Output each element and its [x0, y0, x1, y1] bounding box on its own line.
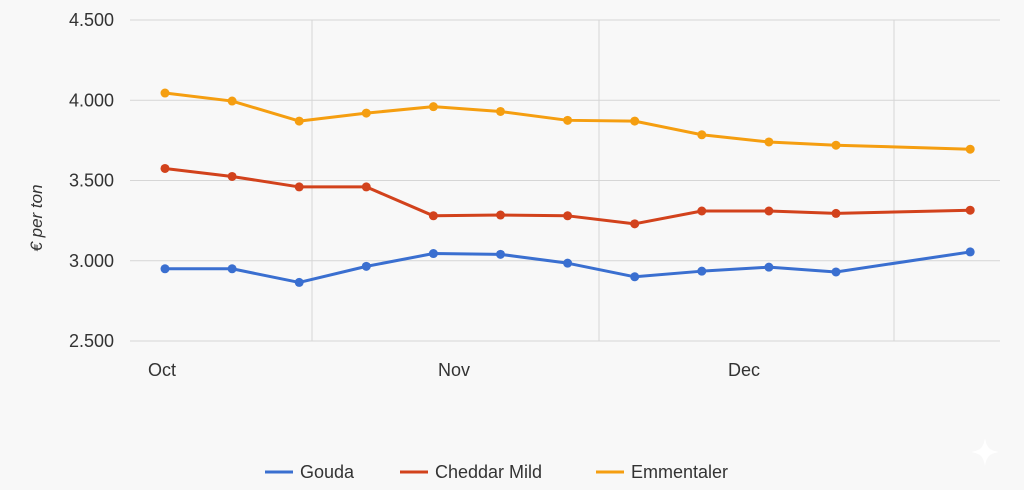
- data-point: [697, 266, 707, 276]
- legend: Gouda Cheddar Mild Emmentaler: [265, 462, 728, 482]
- x-tick-label: Dec: [728, 360, 760, 380]
- data-point: [361, 261, 371, 271]
- y-tick-label: 4.000: [69, 90, 114, 110]
- data-point: [160, 88, 170, 98]
- data-point: [764, 137, 774, 147]
- data-point: [294, 182, 304, 192]
- legend-item-cheddar-mild: Cheddar Mild: [400, 462, 542, 482]
- series-line: [163, 91, 972, 151]
- series-layer: [160, 88, 975, 287]
- y-tick-label: 2.500: [69, 331, 114, 351]
- data-point: [831, 208, 841, 218]
- legend-item-gouda: Gouda: [265, 462, 355, 482]
- data-point: [630, 219, 640, 229]
- x-tick-label: Nov: [438, 360, 470, 380]
- data-point: [563, 258, 573, 268]
- data-point: [563, 115, 573, 125]
- series-cheddar-mild: [160, 163, 975, 229]
- series-gouda: [160, 247, 975, 287]
- data-point: [965, 205, 975, 215]
- legend-item-emmentaler: Emmentaler: [596, 462, 728, 482]
- data-point: [428, 211, 438, 221]
- sparkle-icon: [971, 438, 999, 466]
- series-emmentaler: [160, 88, 975, 154]
- x-axis-ticks: Oct Nov Dec: [148, 360, 760, 380]
- y-tick-label: 3.500: [69, 171, 114, 191]
- data-point: [294, 277, 304, 287]
- data-point: [697, 206, 707, 216]
- data-point: [496, 249, 505, 259]
- data-point: [428, 249, 438, 259]
- data-point: [294, 116, 304, 126]
- data-point: [697, 130, 707, 140]
- series-line: [163, 166, 972, 226]
- data-point: [160, 163, 170, 173]
- x-tick-label: Oct: [148, 360, 176, 380]
- data-point: [965, 247, 975, 257]
- data-point: [764, 262, 774, 272]
- data-point: [563, 211, 573, 221]
- legend-label: Gouda: [300, 462, 355, 482]
- y-tick-label: 4.500: [69, 10, 114, 30]
- data-point: [630, 272, 640, 282]
- data-point: [764, 206, 774, 216]
- data-point: [227, 96, 237, 106]
- grid-layer: [130, 19, 1000, 342]
- data-point: [496, 210, 505, 220]
- data-point: [361, 108, 371, 118]
- data-point: [361, 182, 371, 192]
- data-point: [496, 106, 505, 116]
- series-line: [163, 250, 972, 284]
- data-point: [160, 264, 170, 274]
- data-point: [227, 171, 237, 181]
- legend-label: Cheddar Mild: [435, 462, 542, 482]
- data-point: [630, 116, 640, 126]
- data-point: [227, 264, 237, 274]
- y-tick-label: 3.000: [69, 251, 114, 271]
- legend-label: Emmentaler: [631, 462, 728, 482]
- data-point: [831, 140, 841, 150]
- data-point: [965, 144, 975, 154]
- data-point: [831, 267, 841, 277]
- y-axis-ticks: 4.500 4.000 3.500 3.000 2.500: [69, 10, 114, 351]
- y-axis-title: € per ton: [27, 184, 46, 251]
- data-point: [428, 102, 438, 112]
